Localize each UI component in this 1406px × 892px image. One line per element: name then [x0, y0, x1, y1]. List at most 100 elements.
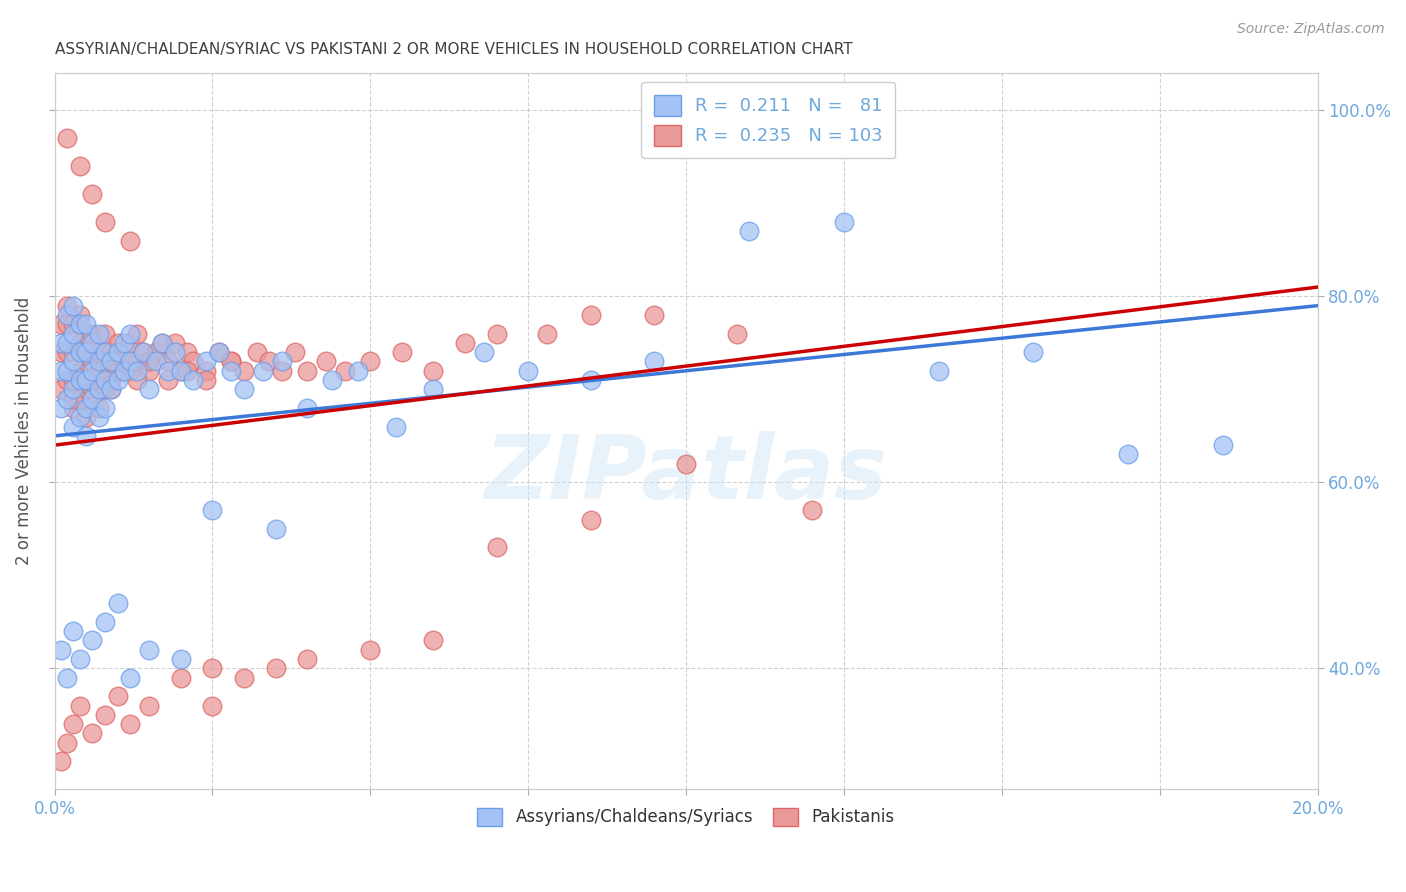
Point [283, 345, 305, 359]
Point [69, 345, 91, 359]
Point [62, 373, 84, 387]
Point [581, 512, 603, 526]
Point [56, 335, 79, 350]
Point [346, 364, 368, 378]
Point [233, 383, 256, 397]
Point [581, 373, 603, 387]
Point [69, 410, 91, 425]
Point [221, 354, 243, 368]
Point [56, 345, 79, 359]
Point [94, 354, 117, 368]
Point [422, 364, 444, 378]
Point [163, 345, 186, 359]
Point [82, 187, 104, 202]
Point [384, 419, 406, 434]
Point [1022, 345, 1045, 359]
Point [75, 383, 97, 397]
Point [69, 698, 91, 713]
Point [132, 345, 155, 359]
Point [56, 373, 79, 387]
Point [270, 364, 292, 378]
Point [295, 401, 318, 415]
Point [321, 373, 343, 387]
Point [264, 661, 287, 675]
Point [69, 392, 91, 406]
Point [62, 624, 84, 639]
Point [125, 354, 148, 368]
Point [221, 354, 243, 368]
Point [62, 401, 84, 415]
Point [100, 345, 122, 359]
Point [87, 401, 110, 415]
Point [120, 364, 142, 378]
Point [138, 698, 160, 713]
Point [145, 354, 167, 368]
Point [150, 335, 173, 350]
Point [49, 401, 72, 415]
Point [157, 354, 180, 368]
Point [295, 364, 318, 378]
Legend: Assyrians/Chaldeans/Syriacs, Pakistanis: Assyrians/Chaldeans/Syriacs, Pakistanis [470, 799, 903, 835]
Point [75, 318, 97, 332]
Point [120, 671, 142, 685]
Point [233, 364, 256, 378]
Point [132, 345, 155, 359]
Point [157, 364, 180, 378]
Point [69, 364, 91, 378]
Point [49, 335, 72, 350]
Point [94, 345, 117, 359]
Point [112, 335, 135, 350]
Point [163, 335, 186, 350]
Point [170, 364, 193, 378]
Point [208, 345, 231, 359]
Point [120, 326, 142, 341]
Point [112, 364, 135, 378]
Point [75, 401, 97, 415]
Point [82, 633, 104, 648]
Point [75, 429, 97, 443]
Point [62, 326, 84, 341]
Point [69, 335, 91, 350]
Point [201, 698, 224, 713]
Point [62, 383, 84, 397]
Point [107, 364, 129, 378]
Point [643, 354, 665, 368]
Point [75, 326, 97, 341]
Point [422, 633, 444, 648]
Point [56, 736, 79, 750]
Point [62, 318, 84, 332]
Point [138, 364, 160, 378]
Point [87, 373, 110, 387]
Point [82, 392, 104, 406]
Point [100, 383, 122, 397]
Point [75, 373, 97, 387]
Point [112, 354, 135, 368]
Point [62, 354, 84, 368]
Point [170, 671, 193, 685]
Point [56, 318, 79, 332]
Point [49, 318, 72, 332]
Point [125, 373, 148, 387]
Point [391, 345, 413, 359]
Point [107, 345, 129, 359]
Point [738, 224, 761, 238]
Point [201, 661, 224, 675]
Point [315, 354, 337, 368]
Point [264, 522, 287, 536]
Point [832, 215, 855, 229]
Point [69, 373, 91, 387]
Point [49, 642, 72, 657]
Point [454, 335, 477, 350]
Point [928, 364, 950, 378]
Point [485, 326, 508, 341]
Point [94, 326, 117, 341]
Text: ASSYRIAN/CHALDEAN/SYRIAC VS PAKISTANI 2 OR MORE VEHICLES IN HOUSEHOLD CORRELATIO: ASSYRIAN/CHALDEAN/SYRIAC VS PAKISTANI 2 … [55, 42, 852, 57]
Point [257, 354, 280, 368]
Point [252, 364, 274, 378]
Point [107, 596, 129, 610]
Point [69, 652, 91, 666]
Point [87, 364, 110, 378]
Point [75, 410, 97, 425]
Point [333, 364, 356, 378]
Point [801, 503, 824, 517]
